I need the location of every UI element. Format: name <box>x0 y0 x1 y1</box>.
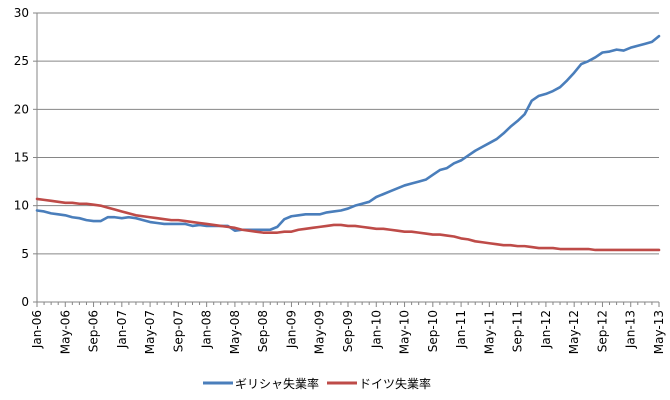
x-tick-label: Sep-06 <box>87 310 101 352</box>
x-tick-label: May-10 <box>398 310 412 354</box>
y-tick-label: 5 <box>21 247 29 261</box>
x-tick-label: May-11 <box>482 310 496 354</box>
x-tick-label: May-12 <box>567 310 581 354</box>
y-tick-label: 25 <box>14 54 29 68</box>
x-tick-label: Jan-13 <box>624 310 638 349</box>
x-tick-label: Sep-07 <box>171 310 185 352</box>
x-tick-label: Jan-11 <box>454 310 468 349</box>
y-tick-label: 10 <box>14 199 29 213</box>
x-tick-label: Jan-07 <box>115 310 129 349</box>
x-tick-label: Jan-06 <box>30 310 44 349</box>
x-tick-label: Sep-11 <box>511 310 525 352</box>
y-axis: 0 5 10 15 20 25 30 <box>14 6 38 309</box>
legend-label-2: ドイツ失業率 <box>359 376 431 391</box>
plot-area <box>35 34 661 252</box>
x-tick-label: May-08 <box>228 310 242 354</box>
x-tick-label: Jan-10 <box>369 310 383 349</box>
gridlines <box>37 12 659 255</box>
y-tick-label: 15 <box>14 151 29 165</box>
x-tick-label: Sep-08 <box>256 310 270 352</box>
x-tick-label: May-13 <box>652 310 666 354</box>
x-tick-label: Sep-10 <box>426 310 440 352</box>
y-tick-label: 30 <box>14 6 29 20</box>
legend: ギリシャ失業率 ドイツ失業率 <box>203 376 431 391</box>
x-tick-label: May-07 <box>143 310 157 354</box>
x-tick-label: Sep-12 <box>595 310 609 352</box>
y-tick-label: 20 <box>14 102 29 116</box>
x-tick-label: May-09 <box>313 310 327 354</box>
x-tick-label: Jan-09 <box>284 310 298 349</box>
series-line-2 <box>35 197 661 252</box>
x-tick-label: Jan-08 <box>200 310 214 349</box>
series-line-1 <box>35 34 661 233</box>
x-axis: Jan-06 May-06 Sep-06 Jan-07 May-07 Sep-07 Jan-… <box>30 301 666 354</box>
x-tick-label: Sep-09 <box>341 310 355 352</box>
y-tick-label: 0 <box>21 295 29 309</box>
legend-label-1: ギリシャ失業率 <box>235 376 319 391</box>
x-tick-label: Jan-12 <box>539 310 553 349</box>
x-tick-label: May-06 <box>58 310 72 354</box>
